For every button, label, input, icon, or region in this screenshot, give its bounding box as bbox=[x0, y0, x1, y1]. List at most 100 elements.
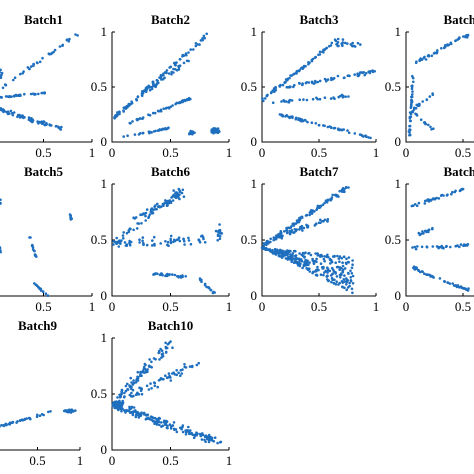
data-point bbox=[177, 101, 180, 105]
data-point bbox=[218, 223, 221, 226]
y-tick-label: 0.5 bbox=[91, 79, 107, 94]
data-point bbox=[150, 387, 153, 390]
data-point bbox=[415, 60, 418, 63]
data-point bbox=[464, 35, 467, 39]
data-point bbox=[280, 100, 283, 103]
data-point bbox=[76, 34, 79, 37]
data-point bbox=[350, 287, 354, 291]
data-point bbox=[18, 116, 22, 119]
data-point bbox=[411, 84, 414, 87]
data-point bbox=[311, 57, 315, 61]
data-point bbox=[169, 239, 173, 243]
data-point bbox=[303, 263, 306, 267]
data-point bbox=[346, 42, 349, 45]
data-point bbox=[419, 118, 423, 121]
data-point bbox=[262, 246, 266, 250]
data-point bbox=[286, 253, 289, 257]
data-point bbox=[289, 74, 292, 77]
data-point bbox=[153, 422, 156, 426]
y-tick-label: 1 bbox=[101, 330, 108, 345]
data-point bbox=[144, 219, 147, 222]
data-point bbox=[37, 92, 40, 96]
data-point bbox=[329, 262, 332, 265]
data-point bbox=[33, 254, 37, 257]
data-point bbox=[278, 85, 282, 88]
data-point bbox=[137, 376, 140, 379]
data-point bbox=[136, 222, 139, 225]
data-point bbox=[178, 197, 181, 201]
data-point bbox=[312, 82, 316, 85]
data-point bbox=[284, 78, 288, 81]
data-point bbox=[159, 421, 163, 424]
data-point bbox=[313, 79, 317, 83]
data-point bbox=[177, 236, 181, 239]
data-point bbox=[0, 107, 2, 110]
data-point bbox=[173, 192, 177, 195]
data-point bbox=[49, 410, 52, 413]
data-point bbox=[184, 433, 188, 436]
data-point bbox=[130, 385, 133, 389]
data-point bbox=[140, 392, 144, 396]
y-tick-label: 0.5 bbox=[385, 79, 401, 94]
data-point bbox=[361, 71, 365, 75]
data-point bbox=[172, 189, 175, 192]
data-point bbox=[457, 286, 461, 289]
data-point bbox=[305, 213, 309, 217]
data-point bbox=[341, 95, 345, 99]
data-point bbox=[454, 244, 458, 248]
data-point bbox=[180, 427, 183, 431]
data-point bbox=[326, 219, 329, 223]
x-tick-label: 1 bbox=[373, 299, 380, 314]
data-point bbox=[2, 110, 5, 114]
data-point bbox=[322, 124, 325, 127]
y-tick-label: 0 bbox=[251, 288, 258, 303]
data-point bbox=[294, 229, 298, 233]
data-point bbox=[188, 365, 192, 368]
data-point bbox=[116, 408, 120, 411]
data-point bbox=[0, 71, 4, 75]
x-tick-label: 0 bbox=[259, 145, 266, 160]
data-point bbox=[418, 104, 421, 107]
data-point bbox=[275, 248, 279, 252]
data-point bbox=[132, 379, 135, 382]
data-point bbox=[18, 419, 22, 423]
data-point bbox=[325, 275, 329, 278]
data-point bbox=[298, 252, 301, 255]
data-point bbox=[345, 257, 348, 261]
data-point bbox=[351, 282, 355, 285]
data-point bbox=[147, 388, 151, 391]
data-point bbox=[431, 197, 435, 200]
data-point bbox=[423, 199, 427, 203]
data-point bbox=[331, 255, 335, 258]
data-point bbox=[324, 199, 328, 202]
data-point bbox=[349, 279, 353, 283]
data-point bbox=[270, 91, 273, 94]
data-point bbox=[261, 97, 264, 100]
data-point bbox=[200, 280, 203, 284]
data-point bbox=[117, 403, 121, 406]
x-tick-label: 0 bbox=[403, 299, 410, 314]
data-point bbox=[0, 425, 1, 428]
data-point bbox=[198, 43, 201, 46]
data-point bbox=[338, 260, 341, 264]
data-point bbox=[156, 420, 160, 423]
data-point bbox=[213, 436, 217, 440]
data-point bbox=[145, 413, 148, 417]
data-point bbox=[119, 239, 122, 243]
data-point bbox=[432, 52, 436, 55]
data-point bbox=[421, 100, 425, 103]
data-point bbox=[331, 193, 335, 197]
x-tick-label: 0 bbox=[109, 299, 116, 314]
data-point bbox=[132, 228, 135, 232]
data-point bbox=[413, 267, 417, 271]
data-point bbox=[306, 120, 309, 124]
data-point bbox=[297, 219, 300, 222]
data-point bbox=[129, 122, 132, 125]
data-point bbox=[317, 268, 320, 272]
data-point bbox=[301, 119, 305, 122]
data-point bbox=[299, 225, 302, 229]
data-point bbox=[444, 245, 448, 248]
data-point bbox=[129, 227, 132, 231]
data-point bbox=[326, 78, 330, 81]
data-point bbox=[449, 42, 453, 46]
